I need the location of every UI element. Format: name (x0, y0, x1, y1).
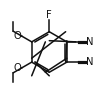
Text: N: N (86, 57, 94, 67)
Text: O: O (14, 31, 21, 41)
Text: N: N (86, 37, 94, 47)
Text: O: O (14, 63, 21, 73)
Text: F: F (46, 10, 52, 20)
